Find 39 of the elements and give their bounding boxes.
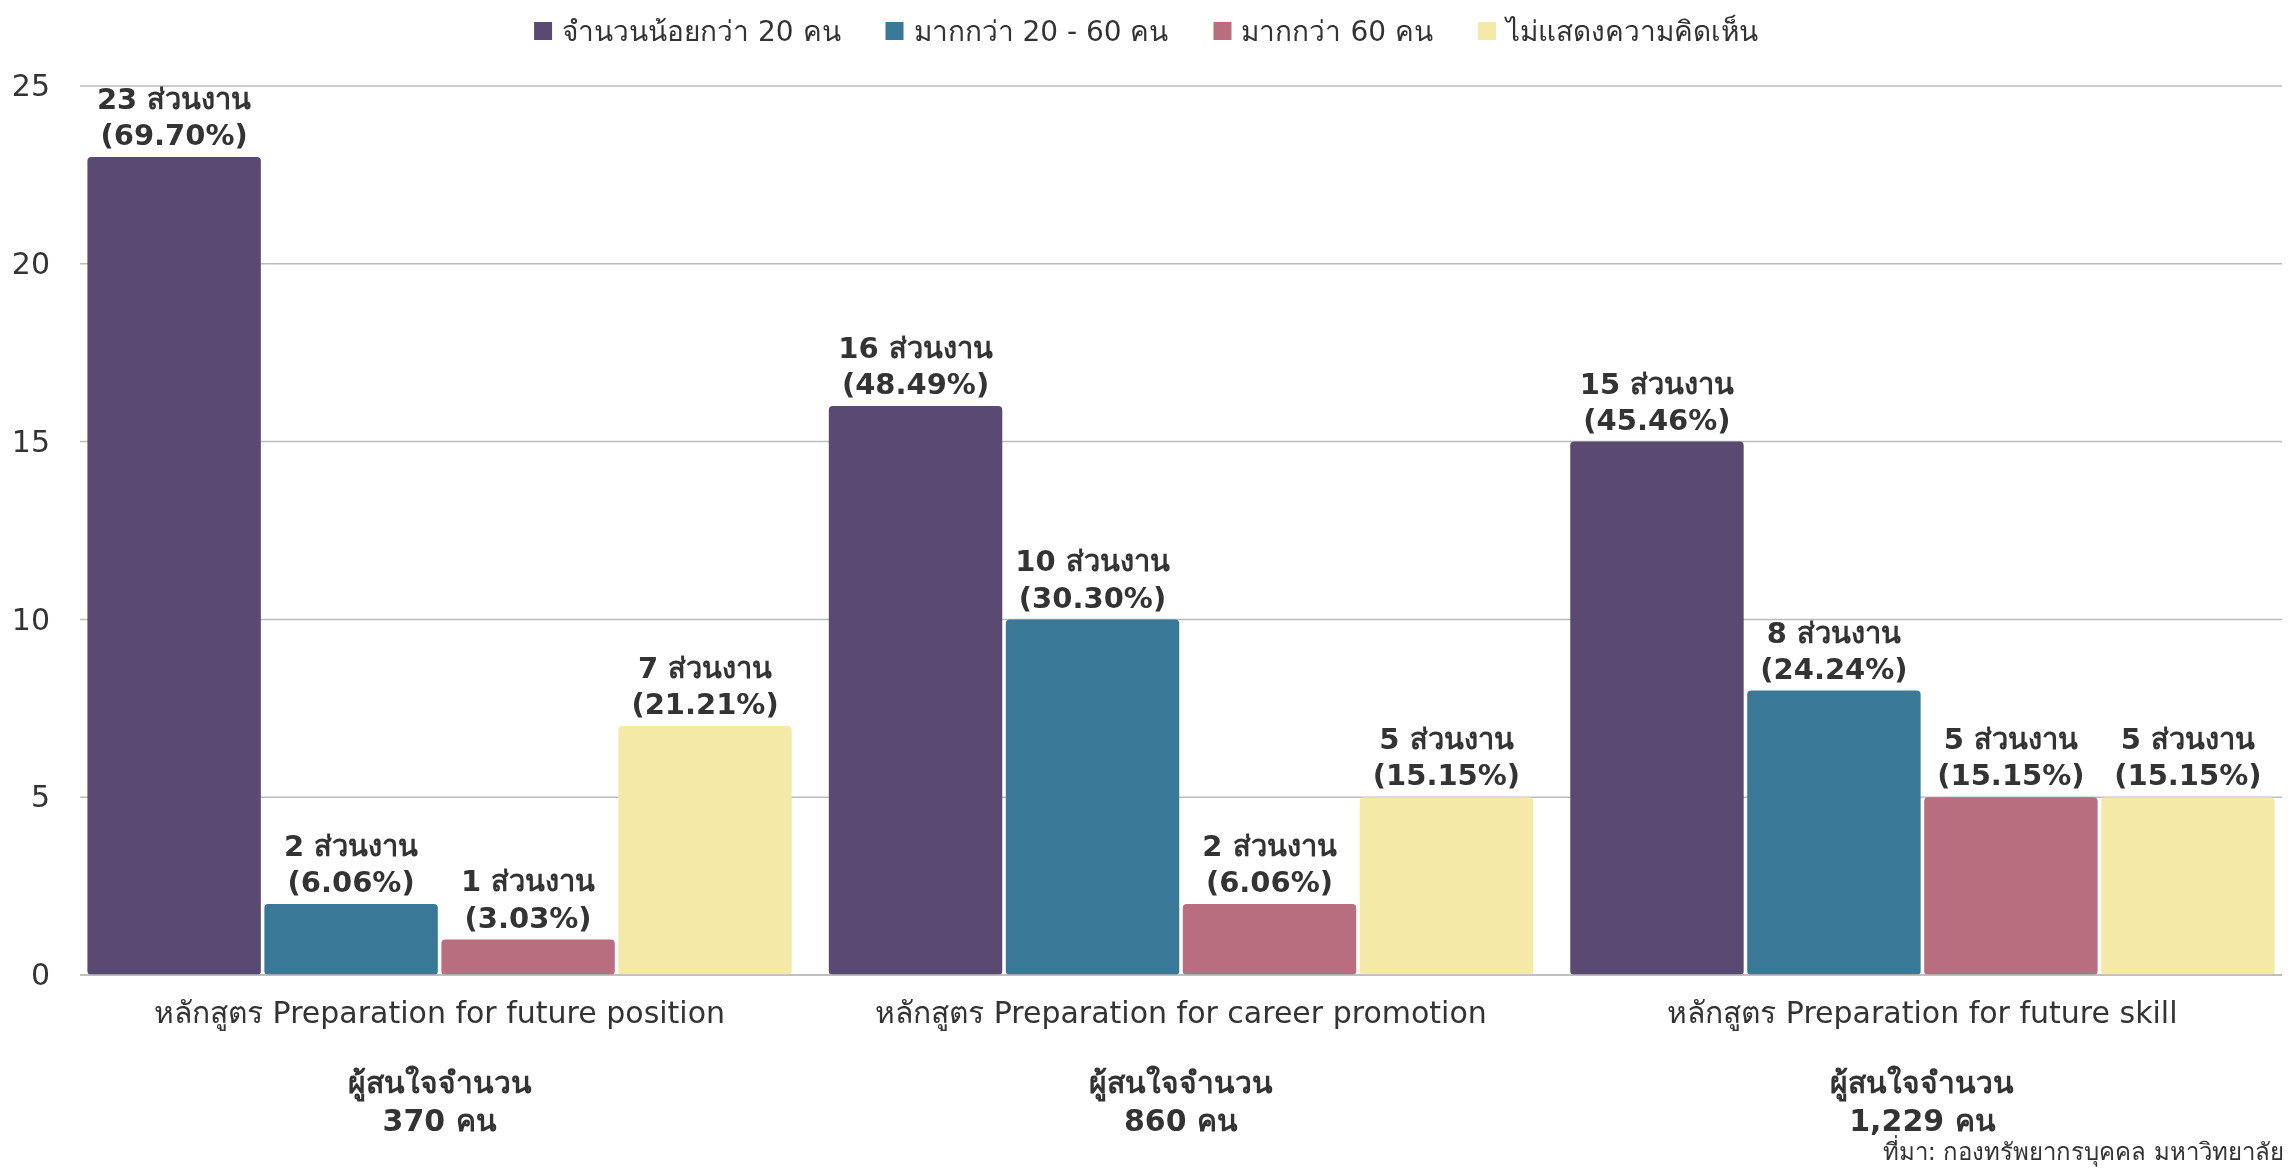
text: ผู้สนใจจำนวน 370 คน — [347, 1065, 532, 1138]
legend-label: มากกว่า 60 คน — [1241, 15, 1433, 48]
data-label: 23 ส่วนงาน (69.70%) — [96, 82, 252, 153]
bar — [618, 726, 792, 975]
bar — [2101, 797, 2275, 975]
bar — [828, 406, 1003, 975]
x-tick-label: หลักสูตร Preparation for future position — [154, 995, 726, 1031]
data-label: 5 ส่วนงาน (15.15%) — [2114, 722, 2262, 793]
data-label: 5 ส่วนงาน (15.15%) — [1372, 722, 1521, 793]
bar — [441, 939, 615, 975]
bar — [264, 903, 438, 975]
bar — [1005, 619, 1180, 975]
y-tick-label: 20 — [11, 245, 50, 281]
data-label: 7 ส่วนงาน (21.21%) — [631, 651, 779, 722]
bar — [1924, 797, 2098, 975]
data-label: 16 ส่วนงาน (48.49%) — [838, 331, 993, 402]
data-label: 2 ส่วนงาน (6.06%) — [1202, 828, 1337, 900]
bar — [87, 157, 261, 975]
legend-label: มากกว่า 20 - 60 คน — [913, 15, 1169, 48]
x-tick-label: หลักสูตร Preparation for career promotion — [875, 995, 1487, 1031]
text: ผู้สนใจจำนวน 860 คน — [1089, 1065, 1273, 1138]
data-label: 1 ส่วนงาน (3.03%) — [460, 864, 596, 935]
bar — [1747, 690, 1921, 975]
data-label: 8 ส่วนงาน (24.24%) — [1760, 615, 1908, 686]
bar — [1359, 797, 1534, 975]
data-label: 15 ส่วนงาน (45.46%) — [1579, 366, 1735, 437]
bar — [1570, 441, 1744, 975]
data-label: 5 ส่วนงาน (15.15%) — [1937, 722, 2085, 793]
data-label: 10 ส่วนงาน (30.30%) — [1015, 544, 1170, 615]
y-tick-label: 25 — [11, 68, 50, 104]
legend-label: ไม่แสดงความคิดเห็น — [1503, 14, 1758, 48]
x-tick-label: หลักสูตร Preparation for future skill — [1667, 995, 2178, 1031]
bar — [1182, 903, 1357, 975]
data-label: 2 ส่วนงาน (6.06%) — [283, 828, 419, 900]
legend-label: จำนวนน้อยกว่า 20 คน — [562, 15, 841, 48]
y-tick-label: 15 — [11, 423, 50, 459]
y-tick-label: 0 — [30, 957, 50, 993]
y-tick-label: 10 — [11, 601, 50, 637]
y-tick-label: 5 — [30, 779, 50, 815]
